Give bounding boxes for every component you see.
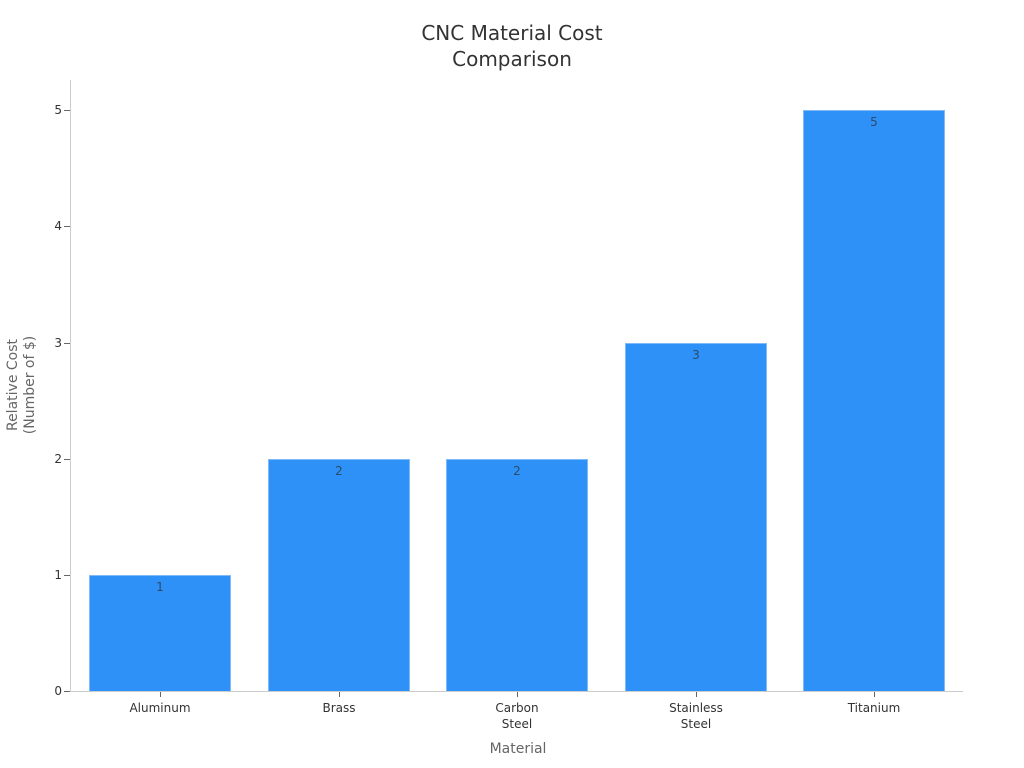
y-tick bbox=[64, 575, 70, 576]
x-tick-label: Carbon Steel bbox=[495, 701, 539, 731]
bar-value-label: 2 bbox=[335, 464, 343, 478]
bar-brass: 2 bbox=[268, 459, 410, 691]
x-tick bbox=[160, 692, 161, 697]
bar-value-label: 2 bbox=[513, 464, 521, 478]
bar-value-label: 5 bbox=[870, 115, 878, 129]
y-tick-label: 1 bbox=[54, 568, 62, 582]
x-axis-line bbox=[70, 691, 963, 692]
y-tick-label: 5 bbox=[54, 103, 62, 117]
y-tick-label: 4 bbox=[54, 219, 62, 233]
y-axis-label: Relative Cost (Number of $) bbox=[5, 336, 39, 434]
y-tick bbox=[64, 459, 70, 460]
x-tick bbox=[696, 692, 697, 697]
bar-value-label: 3 bbox=[692, 348, 700, 362]
bar-value-label: 1 bbox=[156, 580, 164, 594]
x-axis-label: Material bbox=[489, 741, 547, 757]
chart-title: CNC Material Cost Comparison bbox=[0, 20, 1024, 72]
x-tick bbox=[339, 692, 340, 697]
y-axis-label-line-2: (Number of $) bbox=[22, 335, 38, 435]
y-tick-label: 0 bbox=[54, 684, 62, 698]
bar-carbon-steel: 2 bbox=[446, 459, 588, 691]
x-tick-label: Stainless Steel bbox=[669, 701, 723, 731]
y-tick bbox=[64, 110, 70, 111]
y-tick bbox=[64, 226, 70, 227]
x-tick-label: Titanium bbox=[847, 701, 901, 715]
x-tick-label: Aluminum bbox=[129, 701, 191, 715]
bar-stainless-steel: 3 bbox=[625, 343, 767, 691]
x-tick bbox=[874, 692, 875, 697]
chart-title-line-1: CNC Material Cost bbox=[421, 21, 603, 45]
y-tick bbox=[64, 691, 70, 692]
y-tick-label: 2 bbox=[54, 452, 62, 466]
y-tick-label: 3 bbox=[54, 336, 62, 350]
bar-titanium: 5 bbox=[803, 110, 945, 691]
chart-title-line-2: Comparison bbox=[452, 47, 572, 71]
x-tick-label: Brass bbox=[322, 701, 356, 715]
x-tick bbox=[517, 692, 518, 697]
y-axis-line bbox=[70, 80, 71, 692]
y-axis-label-line-1: Relative Cost bbox=[5, 338, 21, 432]
y-tick bbox=[64, 343, 70, 344]
bar-aluminum: 1 bbox=[89, 575, 231, 691]
